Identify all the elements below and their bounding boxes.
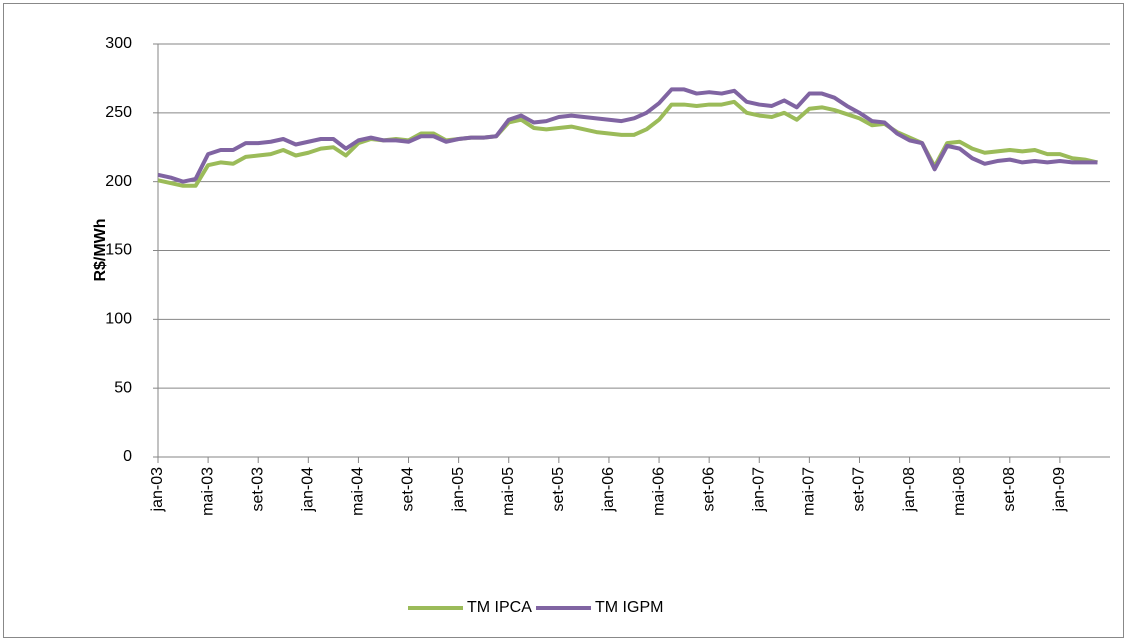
x-tick-label: jan-05 xyxy=(450,467,467,513)
y-tick-label: 0 xyxy=(123,448,132,465)
y-tick-label: 250 xyxy=(105,104,132,121)
x-tick-label: set-03 xyxy=(249,467,266,512)
y-axis-label: R$/MWh xyxy=(92,218,109,281)
x-tick-label: mai-06 xyxy=(650,467,667,516)
x-tick-label: set-04 xyxy=(400,467,417,512)
x-tick-label: mai-03 xyxy=(199,467,216,516)
legend-label: TM IGPM xyxy=(595,599,663,616)
y-tick-label: 50 xyxy=(114,379,132,396)
x-tick-label: set-05 xyxy=(550,467,567,512)
y-tick-label: 200 xyxy=(105,173,132,190)
x-tick-label: mai-08 xyxy=(951,467,968,516)
legend-label: TM IPCA xyxy=(467,599,532,616)
x-tick-label: mai-05 xyxy=(500,467,517,516)
x-tick-label: mai-07 xyxy=(801,467,818,516)
x-tick-label: jan-04 xyxy=(300,467,317,513)
x-tick-label: mai-04 xyxy=(350,467,367,516)
x-tick-label: jan-08 xyxy=(901,467,918,513)
y-tick-label: 300 xyxy=(105,35,132,52)
x-tick-label: jan-03 xyxy=(149,467,166,513)
chart-border xyxy=(3,3,1124,638)
data-line xyxy=(157,87,1098,184)
x-tick-label: set-07 xyxy=(851,467,868,512)
x-tick-label: jan-06 xyxy=(600,467,617,513)
y-tick-label: 100 xyxy=(105,311,132,328)
y-tick-label: 150 xyxy=(105,242,132,259)
x-tick-label: jan-07 xyxy=(750,467,767,513)
x-tick-label: set-08 xyxy=(1001,467,1018,512)
x-tick-label: jan-09 xyxy=(1051,467,1068,513)
x-tick-label: set-06 xyxy=(700,467,717,512)
